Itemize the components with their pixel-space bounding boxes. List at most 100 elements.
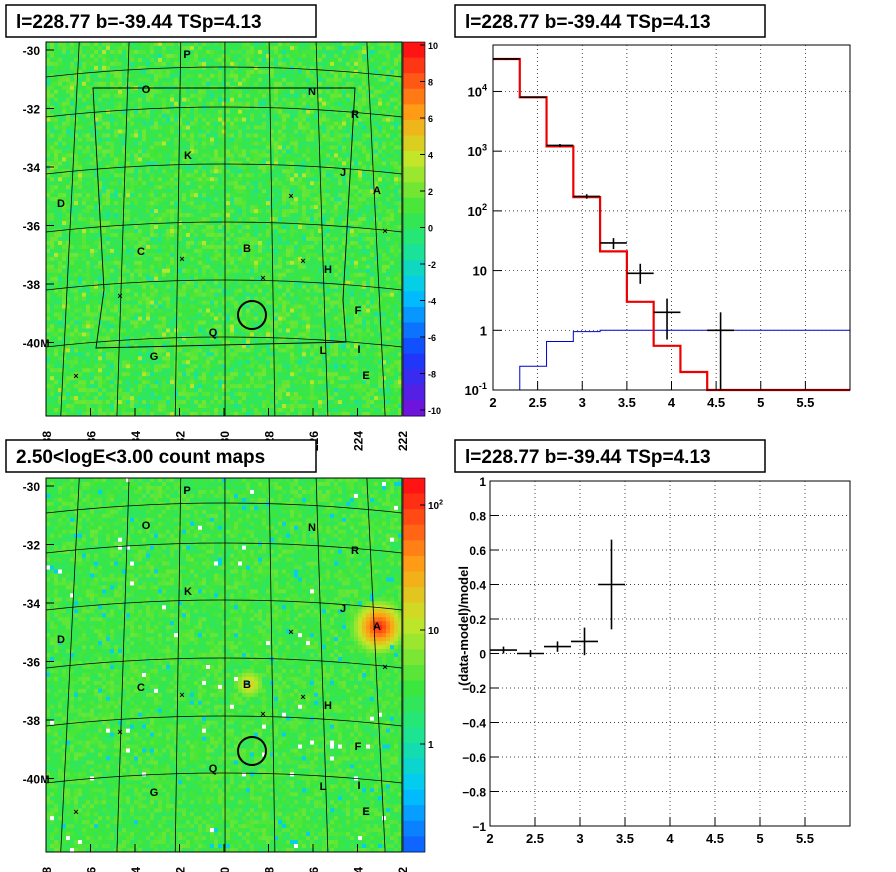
tl-heat-cell xyxy=(310,248,315,254)
tl-heat-cell xyxy=(290,236,295,242)
tl-heat-cell xyxy=(194,53,199,59)
tl-heat-cell xyxy=(230,121,235,126)
tl-heat-cell xyxy=(294,229,299,234)
tl-heat-cell xyxy=(62,49,67,55)
tl-heat-cell xyxy=(62,61,67,67)
tl-heat-cell xyxy=(170,45,175,51)
tl-heat-cell xyxy=(58,213,63,218)
tl-heat-cell xyxy=(138,129,143,134)
tl-heat-cell xyxy=(290,260,295,266)
tl-heat-cell xyxy=(54,252,59,258)
tl-heat-cell xyxy=(162,165,167,170)
tl-heat-cell xyxy=(314,61,319,67)
tl-heat-cell xyxy=(174,153,179,158)
tl-heat-cell xyxy=(190,209,195,214)
tl-heat-cell xyxy=(86,169,91,174)
tl-heat-cell xyxy=(138,157,143,162)
tl-heat-cell xyxy=(358,161,363,166)
tl-heat-cell xyxy=(230,165,235,170)
tl-heat-cell xyxy=(374,137,379,142)
tl-heat-cell xyxy=(334,173,339,178)
tl-heat-cell xyxy=(274,145,279,150)
tl-heat-cell xyxy=(146,129,151,134)
tl-heat-cell xyxy=(286,81,291,87)
tl-heat-cell xyxy=(334,121,339,126)
tl-heat-cell xyxy=(150,201,155,206)
tl-heat-cell xyxy=(346,217,351,222)
tl-heat-cell xyxy=(106,248,111,254)
tl-heat-cell xyxy=(102,149,107,154)
tl-heat-cell xyxy=(370,221,375,226)
tl-heat-cell xyxy=(214,145,219,150)
tl-heat-cell xyxy=(54,117,59,122)
tl-heat-cell xyxy=(362,153,367,158)
tl-heat-cell xyxy=(306,205,311,210)
tl-heat-cell xyxy=(350,49,355,55)
tl-heat-cell xyxy=(382,42,387,47)
tl-heat-cell xyxy=(294,69,299,75)
tl-heat-cell xyxy=(210,109,215,115)
tl-heat-cell xyxy=(286,169,291,174)
tl-heat-cell xyxy=(126,201,131,206)
tl-heat-cell xyxy=(70,217,75,222)
tl-heat-cell xyxy=(274,205,279,210)
tl-heat-cell xyxy=(242,165,247,170)
tl-heat-cell xyxy=(90,153,95,158)
tl-heat-cell xyxy=(334,117,339,122)
tl-heat-cell xyxy=(394,181,399,186)
tl-heat-cell xyxy=(54,129,59,134)
tl-heat-cell xyxy=(182,225,187,230)
tl-heat-cell xyxy=(98,260,103,266)
tl-heat-cell xyxy=(210,149,215,154)
tl-heat-cell xyxy=(86,221,91,226)
tl-heat-cell xyxy=(302,232,307,238)
tl-heat-cell xyxy=(314,81,319,87)
tl-heat-cell xyxy=(190,145,195,150)
tl-heat-cell xyxy=(158,53,163,59)
tl-heat-cell xyxy=(258,65,263,71)
tl-heat-cell xyxy=(314,133,319,138)
tl-heat-cell xyxy=(58,236,63,242)
tl-heat-cell xyxy=(206,53,211,59)
tl-heat-cell xyxy=(146,89,151,95)
tl-heat-cell xyxy=(190,45,195,51)
tl-heat-cell xyxy=(46,81,51,87)
tl-heat-cell xyxy=(390,97,395,103)
tl-heat-cell xyxy=(374,153,379,158)
tl-heat-cell xyxy=(214,217,219,222)
tl-heat-cell xyxy=(370,73,375,79)
tl-heat-cell xyxy=(306,93,311,99)
tl-heat-cell xyxy=(222,53,227,59)
tl-heat-cell xyxy=(122,45,127,51)
tl-heat-cell xyxy=(202,113,207,118)
tl-heat-cell xyxy=(218,42,223,47)
tl-heat-cell xyxy=(218,193,223,198)
tl-heat-cell xyxy=(218,117,223,122)
tl-heat-cell xyxy=(178,45,183,51)
tl-heat-cell xyxy=(98,45,103,51)
tl-heat-cell xyxy=(154,113,159,118)
tl-heat-cell xyxy=(174,45,179,51)
tl-heat-cell xyxy=(358,137,363,142)
tl-heat-cell xyxy=(130,69,135,75)
tl-heat-cell xyxy=(218,252,223,258)
tl-heat-cell xyxy=(254,57,259,63)
tl-heat-cell xyxy=(266,77,271,83)
tl-heat-cell xyxy=(54,93,59,99)
tl-heat-cell xyxy=(314,157,319,162)
tl-heat-cell xyxy=(218,229,223,234)
tl-heat-cell xyxy=(206,81,211,87)
tl-heat-cell xyxy=(254,113,259,118)
tl-heat-cell xyxy=(322,137,327,142)
tl-heat-cell xyxy=(254,225,259,230)
tl-heat-cell xyxy=(250,240,255,246)
tl-heat-cell xyxy=(190,93,195,99)
tl-heat-cell xyxy=(322,89,327,95)
tl-heat-cell xyxy=(174,236,179,242)
tl-heat-cell xyxy=(170,260,175,266)
tl-heat-cell xyxy=(382,77,387,83)
tl-heat-cell xyxy=(78,260,83,266)
tl-heat-cell xyxy=(122,109,127,115)
tl-heat-cell xyxy=(130,217,135,222)
tl-heat-cell xyxy=(102,101,107,107)
